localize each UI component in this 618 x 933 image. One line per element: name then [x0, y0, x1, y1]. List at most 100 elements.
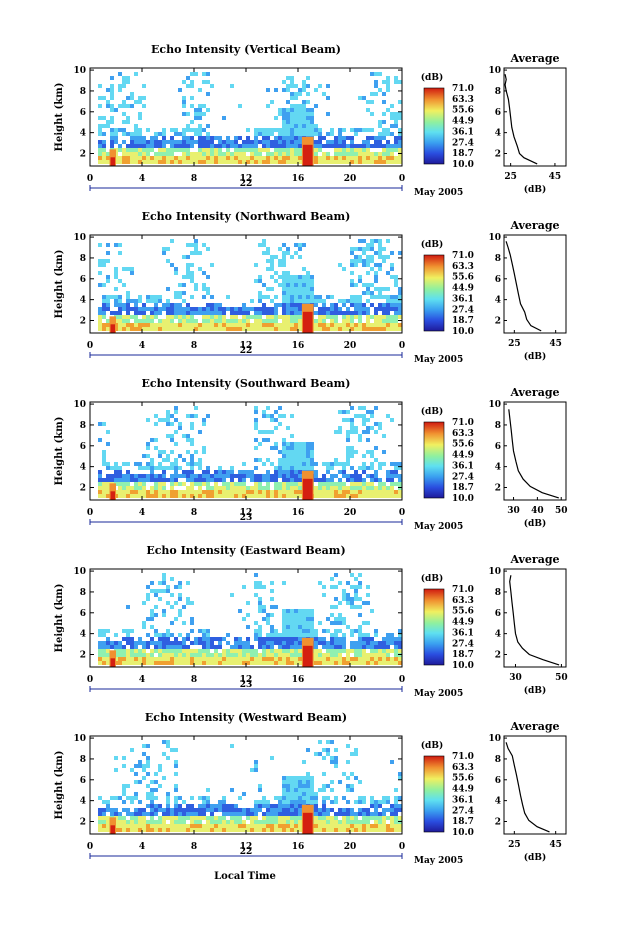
heatmap-cell: [378, 255, 382, 259]
heatmap-cell: [350, 430, 354, 434]
heatmap-cell: [258, 585, 262, 589]
heatmap-cell: [218, 311, 222, 315]
heatmap-cell: [182, 323, 186, 327]
heatmap-cell: [282, 784, 286, 788]
heatmap-cell: [210, 307, 214, 311]
heatmap-cell: [238, 494, 242, 498]
heatmap-cell: [174, 442, 178, 446]
avg-y-tick-label: 8: [495, 87, 501, 97]
heatmap-cell: [390, 263, 394, 267]
heatmap-cell: [306, 283, 310, 287]
heatmap-cell: [178, 295, 182, 299]
heatmap-cell: [174, 148, 178, 152]
y-axis-label: Height (km): [54, 417, 65, 486]
heatmap-cell: [98, 641, 102, 645]
heatmap-cell: [258, 641, 262, 645]
heatmap-cell: [166, 148, 170, 152]
heatmap-cell: [174, 410, 178, 414]
heatmap-cell: [258, 430, 262, 434]
heatmap-cell: [298, 633, 302, 637]
heatmap-cell: [170, 140, 174, 144]
heatmap-cell: [334, 824, 338, 828]
heatmap-cell: [162, 319, 166, 323]
heatmap-cell: [386, 156, 390, 160]
heatmap-cell: [350, 454, 354, 458]
heatmap-cell: [354, 597, 358, 601]
heatmap-cell: [106, 295, 110, 299]
heatmap-cell: [218, 323, 222, 327]
heatmap-cell: [142, 653, 146, 657]
heatmap-cell: [234, 315, 238, 319]
heatmap-cell: [282, 792, 286, 796]
avg-x-tick-label: 45: [549, 840, 562, 850]
colorbar-tick: 71.0: [452, 585, 474, 595]
heatmap-cell: [390, 104, 394, 108]
heatmap-cell: [298, 255, 302, 259]
heatmap-cell: [330, 828, 334, 832]
heatmap-cell: [102, 816, 106, 820]
heatmap-cell: [350, 450, 354, 454]
heatmap-cell: [262, 462, 266, 466]
heatmap-cell: [358, 820, 362, 824]
heatmap-cell: [322, 156, 326, 160]
heatmap-cell: [114, 633, 118, 637]
heatmap-cell: [150, 657, 154, 661]
heatmap-cell: [98, 478, 102, 482]
heatmap-cell: [138, 295, 142, 299]
heatmap-cell: [266, 494, 270, 498]
heatmap-cell: [162, 307, 166, 311]
heatmap-cell: [262, 128, 266, 132]
heatmap-cell: [298, 824, 302, 828]
heatmap-cell: [166, 307, 170, 311]
heatmap-cell: [398, 641, 402, 645]
echo-column-core: [302, 478, 313, 500]
heatmap-cell: [346, 327, 350, 331]
panel-1: Echo Intensity (Northward Beam)246810Hei…: [54, 210, 567, 365]
heatmap-cell: [314, 792, 318, 796]
heatmap-cell: [394, 816, 398, 820]
heatmap-cell: [306, 84, 310, 88]
heatmap-cell: [186, 470, 190, 474]
heatmap-cell: [374, 470, 378, 474]
heatmap-cell: [314, 160, 318, 164]
heatmap-cell: [298, 128, 302, 132]
heatmap-cell: [214, 323, 218, 327]
heatmap-cell: [130, 637, 134, 641]
heatmap-cell: [166, 494, 170, 498]
heatmap-cell: [398, 804, 402, 808]
heatmap-cell: [334, 812, 338, 816]
heatmap-cell: [298, 144, 302, 148]
heatmap-cell: [202, 653, 206, 657]
heatmap-cell: [286, 283, 290, 287]
y-tick-label: 6: [80, 776, 86, 786]
heatmap-cell: [390, 327, 394, 331]
heatmap-cell: [106, 323, 110, 327]
heatmap-cell: [178, 303, 182, 307]
heatmap-cell: [294, 625, 298, 629]
heatmap-cell: [194, 307, 198, 311]
heatmap-cell: [370, 136, 374, 140]
heatmap-cell: [142, 307, 146, 311]
heatmap-cell: [270, 808, 274, 812]
heatmap-cell: [374, 633, 378, 637]
heatmap-cell: [266, 641, 270, 645]
heatmap-cell: [174, 800, 178, 804]
heatmap-cell: [254, 653, 258, 657]
heatmap-cell: [130, 820, 134, 824]
heatmap-cell: [286, 307, 290, 311]
heatmap-cell: [294, 458, 298, 462]
heatmap-cell: [206, 653, 210, 657]
heatmap-cell: [202, 474, 206, 478]
heatmap-cell: [150, 661, 154, 665]
heatmap-cell: [234, 148, 238, 152]
heatmap-cell: [358, 573, 362, 577]
colorbar-tick: 36.1: [452, 461, 474, 471]
heatmap-cell: [154, 828, 158, 832]
heatmap-cell: [362, 303, 366, 307]
heatmap-cell: [162, 156, 166, 160]
heatmap-cell: [246, 319, 250, 323]
heatmap-cell: [166, 311, 170, 315]
heatmap-cell: [146, 784, 150, 788]
heatmap-cell: [230, 152, 234, 156]
heatmap-cell: [206, 629, 210, 633]
